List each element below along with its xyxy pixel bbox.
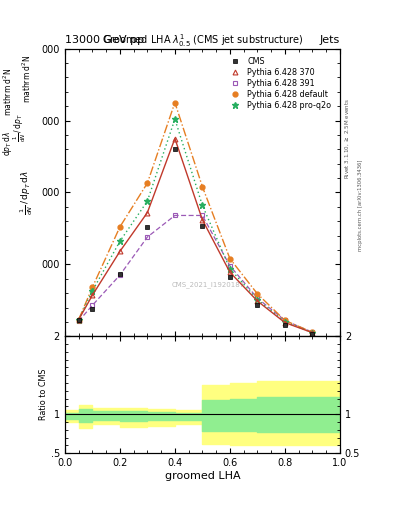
Text: 13000 GeV pp: 13000 GeV pp [65,34,144,45]
Line: CMS: CMS [76,147,315,336]
Text: $\mathrm{d}p_T\,\mathrm{d}\lambda$: $\mathrm{d}p_T\,\mathrm{d}\lambda$ [1,131,15,156]
Pythia 6.428 default [76,316,81,323]
Pythia 6.428 391 [173,212,177,219]
Pythia 6.428 default [173,99,177,105]
Pythia 6.428 pro-q2o [200,202,205,208]
Pythia 6.428 370 [76,316,81,323]
Text: CMS_2021_I1920187: CMS_2021_I1920187 [171,281,244,288]
Pythia 6.428 391 [255,295,260,301]
CMS [76,317,81,324]
Line: Pythia 6.428 default: Pythia 6.428 default [76,100,315,335]
Pythia 6.428 370 [90,292,95,298]
Pythia 6.428 default [200,184,205,190]
Text: Rivet 3.1.10, $\geq$ 2.5M events: Rivet 3.1.10, $\geq$ 2.5M events [344,98,351,179]
CMS [310,331,315,337]
Pythia 6.428 391 [310,329,315,335]
Pythia 6.428 370 [173,136,177,142]
CMS [90,306,95,312]
Line: Pythia 6.428 391: Pythia 6.428 391 [76,213,315,335]
Pythia 6.428 pro-q2o [283,319,287,325]
Pythia 6.428 default [283,317,287,324]
Pythia 6.428 pro-q2o [255,296,260,303]
X-axis label: groomed LHA: groomed LHA [165,471,240,481]
Pythia 6.428 default [90,284,95,290]
CMS [145,224,150,230]
Pythia 6.428 391 [283,317,287,324]
Pythia 6.428 default [145,180,150,186]
Pythia 6.428 default [255,291,260,297]
CMS [118,271,122,277]
CMS [200,223,205,229]
Pythia 6.428 370 [200,217,205,223]
Text: Jets: Jets [320,34,340,45]
CMS [173,146,177,153]
Legend: CMS, Pythia 6.428 370, Pythia 6.428 391, Pythia 6.428 default, Pythia 6.428 pro-: CMS, Pythia 6.428 370, Pythia 6.428 391,… [225,55,333,112]
Title: Groomed LHA $\lambda^{1}_{0.5}$ (CMS jet substructure): Groomed LHA $\lambda^{1}_{0.5}$ (CMS jet… [102,32,303,49]
Pythia 6.428 391 [90,302,95,308]
CMS [228,273,232,280]
Pythia 6.428 391 [118,272,122,278]
Pythia 6.428 pro-q2o [228,266,232,272]
Text: mathrm d$^2$N: mathrm d$^2$N [20,54,33,103]
Text: mathrm d$^2$N: mathrm d$^2$N [2,68,14,116]
Pythia 6.428 pro-q2o [310,330,315,336]
Pythia 6.428 391 [200,212,205,219]
Pythia 6.428 pro-q2o [90,288,95,294]
Pythia 6.428 391 [228,263,232,269]
Text: $\frac{1}{\mathrm{d}N}\,/\,\mathrm{d}p_T$: $\frac{1}{\mathrm{d}N}\,/\,\mathrm{d}p_T… [11,114,28,142]
Pythia 6.428 370 [310,330,315,336]
Pythia 6.428 default [118,224,122,230]
Pythia 6.428 pro-q2o [76,316,81,323]
Pythia 6.428 391 [145,234,150,240]
Pythia 6.428 370 [283,319,287,326]
Pythia 6.428 370 [118,248,122,254]
Pythia 6.428 370 [255,298,260,304]
Pythia 6.428 default [228,255,232,262]
CMS [283,322,287,328]
Pythia 6.428 pro-q2o [173,116,177,122]
Text: $\frac{1}{\mathrm{d}N}\,/\,\mathrm{d}p_T\,\mathrm{d}\lambda$: $\frac{1}{\mathrm{d}N}\,/\,\mathrm{d}p_T… [18,170,35,215]
Pythia 6.428 default [310,329,315,335]
Line: Pythia 6.428 370: Pythia 6.428 370 [76,136,315,335]
CMS [255,302,260,308]
Pythia 6.428 pro-q2o [145,198,150,204]
Line: Pythia 6.428 pro-q2o: Pythia 6.428 pro-q2o [75,116,316,336]
Pythia 6.428 370 [145,209,150,216]
Pythia 6.428 370 [228,269,232,275]
Text: mcplots.cern.ch [arXiv:1306.3436]: mcplots.cern.ch [arXiv:1306.3436] [358,159,363,250]
Y-axis label: Ratio to CMS: Ratio to CMS [39,369,48,420]
Pythia 6.428 pro-q2o [118,238,122,244]
Pythia 6.428 391 [76,318,81,324]
